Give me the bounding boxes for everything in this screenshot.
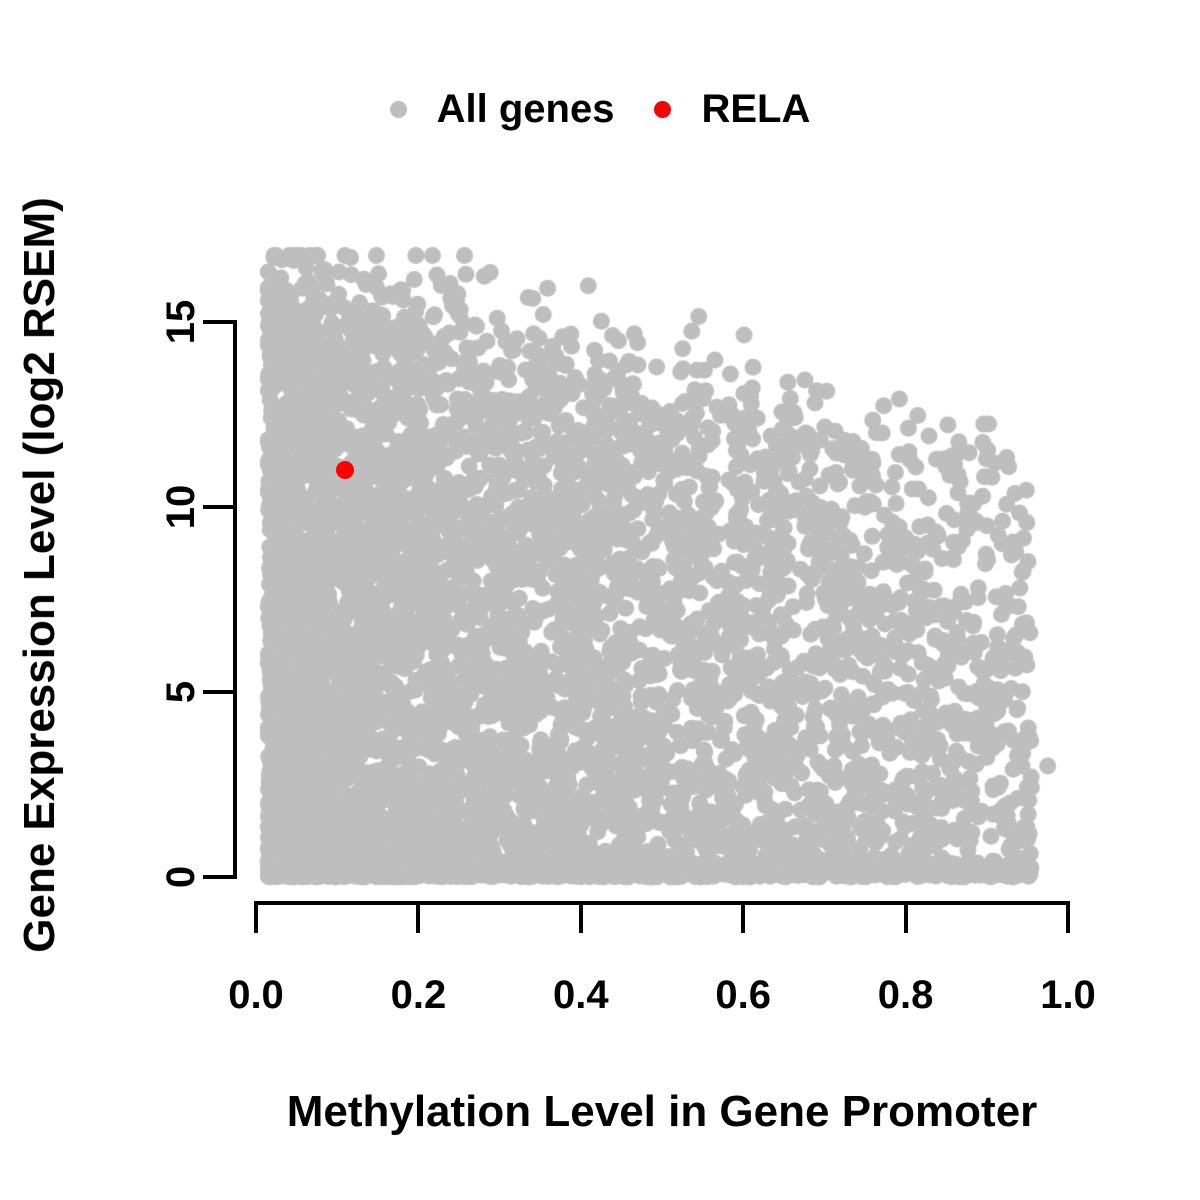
x-tick-label: 0.0 <box>228 973 284 1017</box>
legend-item-rela: RELA <box>654 89 810 129</box>
x-tick-label: 0.4 <box>552 973 609 1017</box>
y-axis-title: Gene Expression Level (log2 RSEM) <box>15 197 64 953</box>
x-tick-label: 0.8 <box>877 973 934 1017</box>
x-tick <box>254 903 258 933</box>
x-tick <box>903 903 908 933</box>
rela-marker-icon <box>654 100 672 118</box>
y-axis-line <box>233 320 237 879</box>
legend-label-all-genes: All genes <box>436 87 615 131</box>
y-tick <box>203 875 233 879</box>
x-axis-line <box>254 901 1070 905</box>
y-tick-label: 15 <box>159 299 203 345</box>
all-genes-marker-icon <box>389 100 407 118</box>
x-tick-label: 0.2 <box>390 973 447 1017</box>
x-tick-label: 1.0 <box>1040 973 1096 1017</box>
legend-item-all-genes: All genes <box>389 87 615 131</box>
x-tick <box>578 903 583 933</box>
rela-point <box>336 461 355 479</box>
x-tick <box>741 903 746 933</box>
y-tick <box>203 505 233 509</box>
y-tick <box>203 320 233 324</box>
y-tick-label: 5 <box>159 680 203 704</box>
x-tick <box>416 903 421 933</box>
legend: All genes RELA <box>0 86 1200 132</box>
y-tick-label: 10 <box>159 484 203 530</box>
legend-label-rela: RELA <box>701 87 811 131</box>
y-tick-label: 0 <box>159 865 203 889</box>
x-axis-title: Methylation Level in Gene Promoter <box>286 1087 1038 1136</box>
y-tick <box>203 690 233 694</box>
x-tick <box>1066 903 1070 933</box>
x-tick-label: 0.6 <box>715 973 771 1017</box>
